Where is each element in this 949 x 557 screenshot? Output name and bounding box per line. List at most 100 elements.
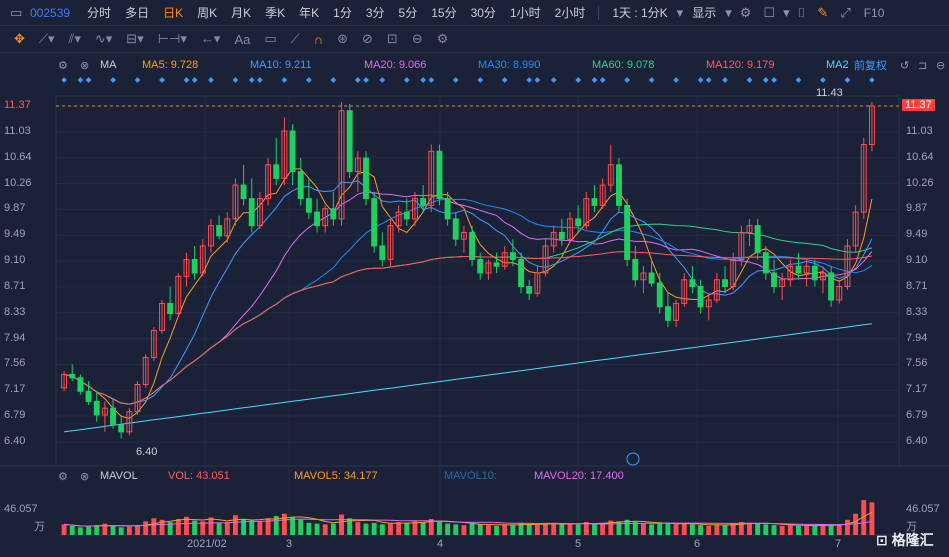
candle-body — [183, 258, 190, 277]
period-tab[interactable]: 3分 — [365, 6, 385, 20]
chevron-down-icon[interactable]: ▾ — [725, 4, 732, 20]
plot-frame — [55, 95, 900, 467]
volume-bar — [673, 524, 679, 535]
period-tab[interactable]: 日K — [163, 6, 184, 20]
chevron-down-icon[interactable]: ▾ — [783, 4, 790, 20]
volume-bar — [86, 526, 92, 535]
price-tick-left: 6.40 — [4, 435, 26, 447]
period-tab[interactable]: 季K — [265, 6, 286, 20]
volume-bar — [330, 523, 336, 535]
hide-icon[interactable]: ⊘ — [362, 31, 373, 46]
stock-code[interactable]: 002539 — [30, 5, 71, 20]
volume-bar — [706, 525, 712, 535]
volume-bar — [420, 522, 426, 535]
ruler-icon[interactable]: ⟋ — [290, 31, 300, 46]
line-tool-icon[interactable]: ⟋▾ — [38, 31, 55, 46]
candle-body — [697, 286, 704, 308]
candle-body — [346, 110, 353, 173]
volume-bar — [592, 523, 597, 535]
period-tab[interactable]: 1分 — [333, 6, 352, 20]
link-icon[interactable]: ⊖ — [411, 31, 423, 46]
mavol20-label: MAVOL20: 17.400 — [534, 470, 624, 482]
volume-bar — [257, 521, 263, 535]
candle-body — [673, 302, 680, 321]
trash-icon[interactable]: ⊡ — [386, 31, 398, 46]
crosshair-icon[interactable]: ✥ — [14, 31, 25, 46]
display-menu[interactable]: 显示 — [692, 6, 717, 20]
volume-bar — [436, 520, 442, 535]
signal-marker — [452, 77, 459, 83]
signal-marker — [232, 77, 239, 83]
collapse-icon[interactable]: ⊐ — [918, 59, 928, 72]
minus-icon[interactable]: ⊖ — [936, 59, 946, 72]
period-tab[interactable]: 1小时 — [509, 6, 541, 20]
candle-body — [762, 252, 769, 274]
candle-body — [713, 279, 720, 301]
ma-title: MA — [100, 59, 117, 71]
candle-body — [412, 198, 418, 220]
candle-body — [501, 252, 508, 267]
range-tool-icon[interactable]: ⊢⊣▾ — [157, 31, 187, 46]
settings-icon[interactable]: ⚙ — [436, 31, 449, 46]
pen-icon[interactable]: ✎ — [817, 4, 829, 20]
volume-bar — [151, 518, 157, 535]
gear-icon[interactable]: ⚙ — [58, 59, 68, 72]
candle-body — [69, 373, 76, 379]
candle-body — [722, 279, 728, 288]
gear-icon[interactable]: ⚙ — [58, 471, 68, 483]
signal-marker — [599, 77, 606, 83]
candle-body — [322, 208, 329, 227]
fib-tool-icon[interactable]: ⊟▾ — [126, 31, 144, 46]
candle-body — [444, 198, 451, 220]
signal-marker — [624, 77, 630, 83]
period-tab[interactable]: 15分 — [431, 6, 457, 20]
signal-marker — [697, 77, 704, 83]
comment-icon[interactable]: ▭ — [264, 31, 277, 46]
lock-icon[interactable]: ⊛ — [337, 31, 348, 46]
candle-body — [485, 262, 492, 274]
time-tick: 3 — [286, 538, 293, 550]
volume-bar — [714, 524, 720, 535]
volume-bar — [77, 527, 83, 535]
undo-icon[interactable]: ↺ — [900, 59, 910, 72]
period-tab[interactable]: 分时 — [87, 6, 112, 20]
period-tab[interactable]: 月K — [231, 6, 252, 20]
period-tab[interactable]: 5分 — [398, 6, 418, 20]
price-tick-right: 10.64 — [906, 150, 934, 163]
close-icon[interactable]: ⊗ — [80, 471, 90, 483]
volume-bar — [428, 519, 434, 535]
camera-icon[interactable]: ⌷ — [797, 4, 806, 20]
period-tab[interactable]: 年K — [299, 6, 320, 20]
cycle-select[interactable]: 1天 : 1分K — [612, 6, 668, 20]
volume-bar — [828, 524, 834, 535]
candle-body — [452, 218, 459, 240]
vol-max-right: 46.057 — [906, 503, 940, 515]
gear-icon[interactable]: ⚙ — [739, 4, 752, 20]
signal-marker — [306, 77, 312, 83]
chevron-down-icon[interactable]: ▾ — [676, 4, 684, 20]
close-icon[interactable]: ⊗ — [80, 59, 90, 72]
channel-tool-icon[interactable]: ⫽▾ — [68, 31, 81, 46]
candle-body — [61, 373, 68, 389]
price-tick-left: 8.33 — [4, 305, 26, 318]
period-tab[interactable]: 周K — [197, 6, 218, 20]
period-tab[interactable]: 2小时 — [554, 6, 586, 20]
adjust-button[interactable]: 前复权 — [852, 57, 889, 73]
text-tool-icon[interactable]: Aa — [234, 31, 251, 47]
magnet-icon[interactable]: ∩ — [313, 31, 324, 47]
menu-icon[interactable]: ▭ — [10, 4, 23, 20]
f10-button[interactable]: F10 — [863, 5, 885, 20]
candle-body — [363, 157, 369, 200]
period-tab[interactable]: 30分 — [470, 6, 496, 20]
time-tick: 7 — [835, 538, 842, 550]
wave-tool-icon[interactable]: ∿▾ — [94, 31, 113, 46]
fullscreen-icon[interactable]: ⤢ — [840, 4, 851, 20]
checkbox-icon[interactable]: ☐ — [763, 4, 776, 20]
candle-body — [93, 400, 100, 416]
volume-bar — [771, 525, 777, 535]
volume-bar — [681, 523, 687, 535]
period-tab[interactable]: 多日 — [125, 6, 150, 20]
volume-bar — [624, 519, 630, 535]
volume-bar — [159, 519, 165, 535]
arrow-tool-icon[interactable]: ←▾ — [200, 31, 221, 46]
